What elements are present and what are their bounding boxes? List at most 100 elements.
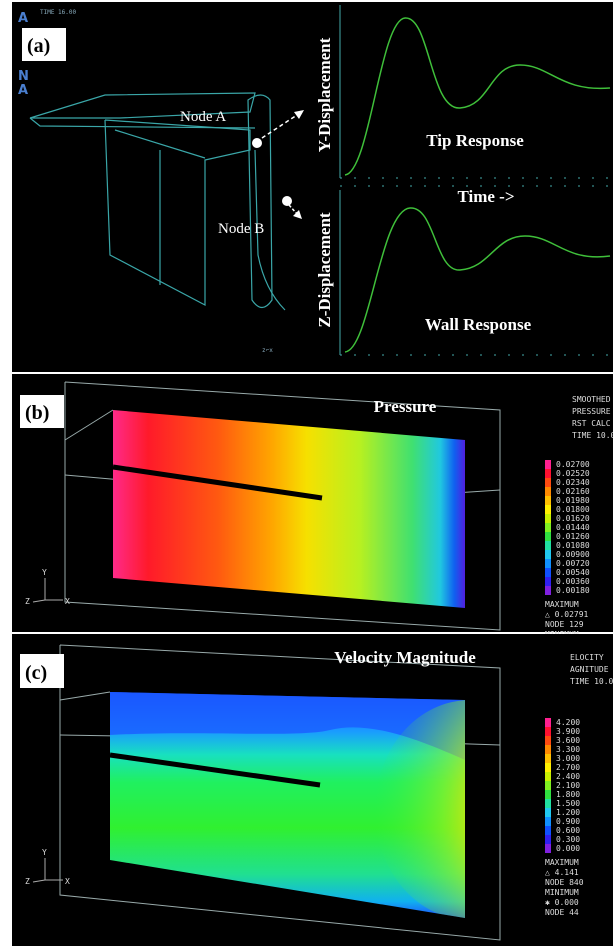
node-label: Node B (218, 221, 264, 237)
axis-letter: X (65, 877, 70, 886)
legend-swatch (545, 817, 551, 826)
extrema-text: MAXIMUM (545, 858, 579, 867)
legend-swatch (545, 559, 551, 568)
legend-header: RST CALC (572, 419, 611, 428)
legend-header: AGNITUDE (570, 665, 609, 674)
panel-label: (b) (25, 402, 49, 424)
legend-swatch (545, 835, 551, 844)
legend-value: 1.500 (556, 799, 580, 808)
legend-value: 1.800 (556, 790, 580, 799)
legend-swatch (545, 790, 551, 799)
legend-value: 0.02340 (556, 478, 590, 487)
node-dot (282, 196, 292, 206)
legend-value: 0.01260 (556, 532, 590, 541)
legend-swatch (545, 718, 551, 727)
axis-letter: Z (25, 597, 30, 606)
legend-swatch (545, 523, 551, 532)
legend-value: 0.01080 (556, 541, 590, 550)
legend-swatch (545, 826, 551, 835)
legend-value: 3.600 (556, 736, 580, 745)
legend-value: 2.400 (556, 772, 580, 781)
legend-header: PRESSURE (572, 407, 611, 416)
legend-swatch (545, 550, 551, 559)
axis-letter: Y (42, 568, 47, 577)
legend-swatch (545, 844, 551, 853)
x-axis-label: Time -> (457, 187, 514, 206)
legend-swatch (545, 808, 551, 817)
legend-value: 0.00540 (556, 568, 590, 577)
legend-swatch (545, 532, 551, 541)
legend-value: 4.200 (556, 718, 580, 727)
legend-swatch (545, 781, 551, 790)
legend-value: 0.02520 (556, 469, 590, 478)
extrema-text: △ 4.141 (545, 868, 579, 877)
legend-header: TIME 10.00 (572, 431, 613, 440)
legend-value: 0.000 (556, 844, 580, 853)
legend-swatch (545, 496, 551, 505)
extrema-text: NODE 44 (545, 908, 579, 917)
legend-swatch (545, 478, 551, 487)
panel-title: Velocity Magnitude (334, 648, 476, 667)
page: {"panel_a": {"label": "(a)", "logo": ["A… (0, 0, 613, 946)
plot-title: Tip Response (426, 131, 524, 150)
time-note: TIME 16.00 (40, 9, 77, 16)
figure: TIME 16.00 A N A (a) z⌐x Node A Node B Y… (0, 0, 613, 946)
extrema-text: MAXIMUM (545, 600, 579, 609)
legend-swatch (545, 727, 551, 736)
legend-value: 0.01980 (556, 496, 590, 505)
panel-label: (a) (27, 35, 50, 57)
legend-value: 3.300 (556, 745, 580, 754)
legend-value: 0.00360 (556, 577, 590, 586)
legend-value: 0.300 (556, 835, 580, 844)
logo-letter: A (18, 11, 28, 26)
node-label: Node A (180, 109, 226, 125)
plot-title: Wall Response (425, 315, 532, 334)
legend-header: ELOCITY (570, 653, 604, 662)
extrema-text: NODE 840 (545, 878, 584, 887)
legend-value: 0.00720 (556, 559, 590, 568)
extrema-text: MINIMUM (545, 888, 579, 897)
y-axis-label: Y-Displacement (315, 37, 334, 152)
legend-value: 2.100 (556, 781, 580, 790)
extrema-text: ✱ 0.000 (545, 898, 579, 907)
panel-label: (c) (25, 662, 47, 684)
legend-header: SMOOTHED (572, 395, 611, 404)
legend-value: 0.01440 (556, 523, 590, 532)
legend-value: 0.01620 (556, 514, 590, 523)
extrema-text: △ 0.02791 (545, 610, 589, 619)
legend-value: 3.000 (556, 754, 580, 763)
legend-value: 0.02700 (556, 460, 590, 469)
legend-value: 0.600 (556, 826, 580, 835)
legend-value: 0.02160 (556, 487, 590, 496)
legend-value: 0.900 (556, 817, 580, 826)
legend-value: 0.01800 (556, 505, 590, 514)
legend-swatch (545, 568, 551, 577)
legend-swatch (545, 772, 551, 781)
panel-title: Pressure (374, 397, 437, 416)
legend-header: TIME 10.00 (570, 677, 613, 686)
legend-swatch (545, 505, 551, 514)
axis-letter: Z (25, 877, 30, 886)
axis-triad: z⌐x (262, 347, 273, 354)
legend-swatch (545, 754, 551, 763)
legend-swatch (545, 514, 551, 523)
legend-value: 0.00180 (556, 586, 590, 595)
extrema-text: NODE 129 (545, 620, 584, 629)
legend-value: 3.900 (556, 727, 580, 736)
legend-swatch (545, 460, 551, 469)
legend-swatch (545, 577, 551, 586)
node-dot (252, 138, 262, 148)
legend-swatch (545, 799, 551, 808)
axis-letter: Y (42, 848, 47, 857)
legend-swatch (545, 763, 551, 772)
legend-swatch (545, 586, 551, 595)
legend-swatch (545, 736, 551, 745)
pressure-contour (113, 410, 465, 608)
axis-letter: X (65, 597, 70, 606)
legend-swatch (545, 541, 551, 550)
legend-swatch (545, 469, 551, 478)
legend-value: 1.200 (556, 808, 580, 817)
y-axis-label: Z-Displacement (315, 212, 334, 328)
logo-letter: N (18, 69, 29, 84)
legend-value: 2.700 (556, 763, 580, 772)
